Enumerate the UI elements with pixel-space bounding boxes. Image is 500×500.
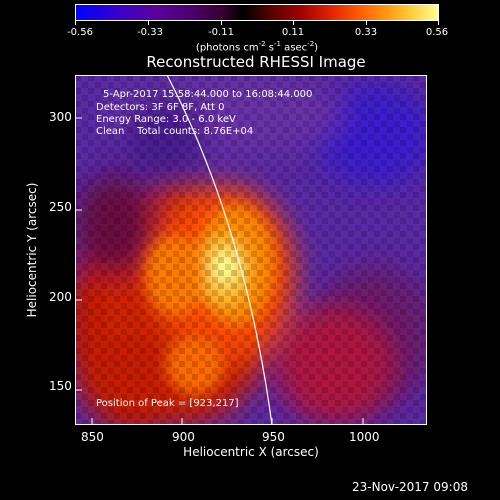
y-tick-label: 250 (49, 200, 72, 214)
x-tick-label: 900 (172, 430, 195, 444)
time-range-text: 5-Apr-2017 15:58:44.000 to 16:08:44.000 (103, 89, 313, 100)
colorbar (75, 4, 439, 21)
detectors-text: Detectors: 3F 6F 8F, Att 0 (96, 102, 225, 113)
peak-position-text: Position of Peak = [923,217] (96, 398, 239, 409)
colorbar-label: 0.56 (425, 27, 449, 38)
colorbar-label: -0.56 (67, 27, 93, 38)
x-tick-label: 950 (262, 430, 285, 444)
method-counts-text: Clean Total counts: 8.76E+04 (96, 126, 254, 137)
energy-range-text: Energy Range: 3.0 - 6.0 keV (96, 114, 236, 125)
pixel-mottle (75, 75, 427, 425)
colorbar-tick (438, 21, 439, 25)
colorbar-tick (366, 21, 367, 25)
colorbar-label: -0.11 (208, 27, 234, 38)
colorbar-label: 0.11 (281, 27, 305, 38)
colorbar-label: -0.33 (137, 27, 163, 38)
colorbar-label: 0.33 (354, 27, 378, 38)
colorbar-units: (photons cm-2 s-1 asec-2) (195, 40, 319, 54)
plot-title: Reconstructed RHESSI Image (146, 53, 366, 71)
x-tick-label: 850 (81, 430, 104, 444)
rhessi-image (75, 75, 427, 425)
y-tick-label: 300 (49, 110, 72, 124)
colorbar-gradient (76, 5, 438, 20)
plot-frame (75, 75, 427, 425)
x-axis-label: Heliocentric X (arcsec) (183, 445, 319, 459)
plot-timestamp: 23-Nov-2017 09:08 (352, 480, 468, 494)
y-axis-label: Heliocentric Y (arcsec) (25, 182, 39, 318)
colorbar-tick (221, 21, 222, 25)
colorbar-tick (148, 21, 149, 25)
x-tick-label: 1000 (349, 430, 380, 444)
solar-limb (166, 75, 273, 425)
y-tick-label: 150 (49, 379, 72, 393)
y-tick-label: 200 (49, 290, 72, 304)
colorbar-tick (293, 21, 294, 25)
colorbar-tick (75, 21, 76, 25)
